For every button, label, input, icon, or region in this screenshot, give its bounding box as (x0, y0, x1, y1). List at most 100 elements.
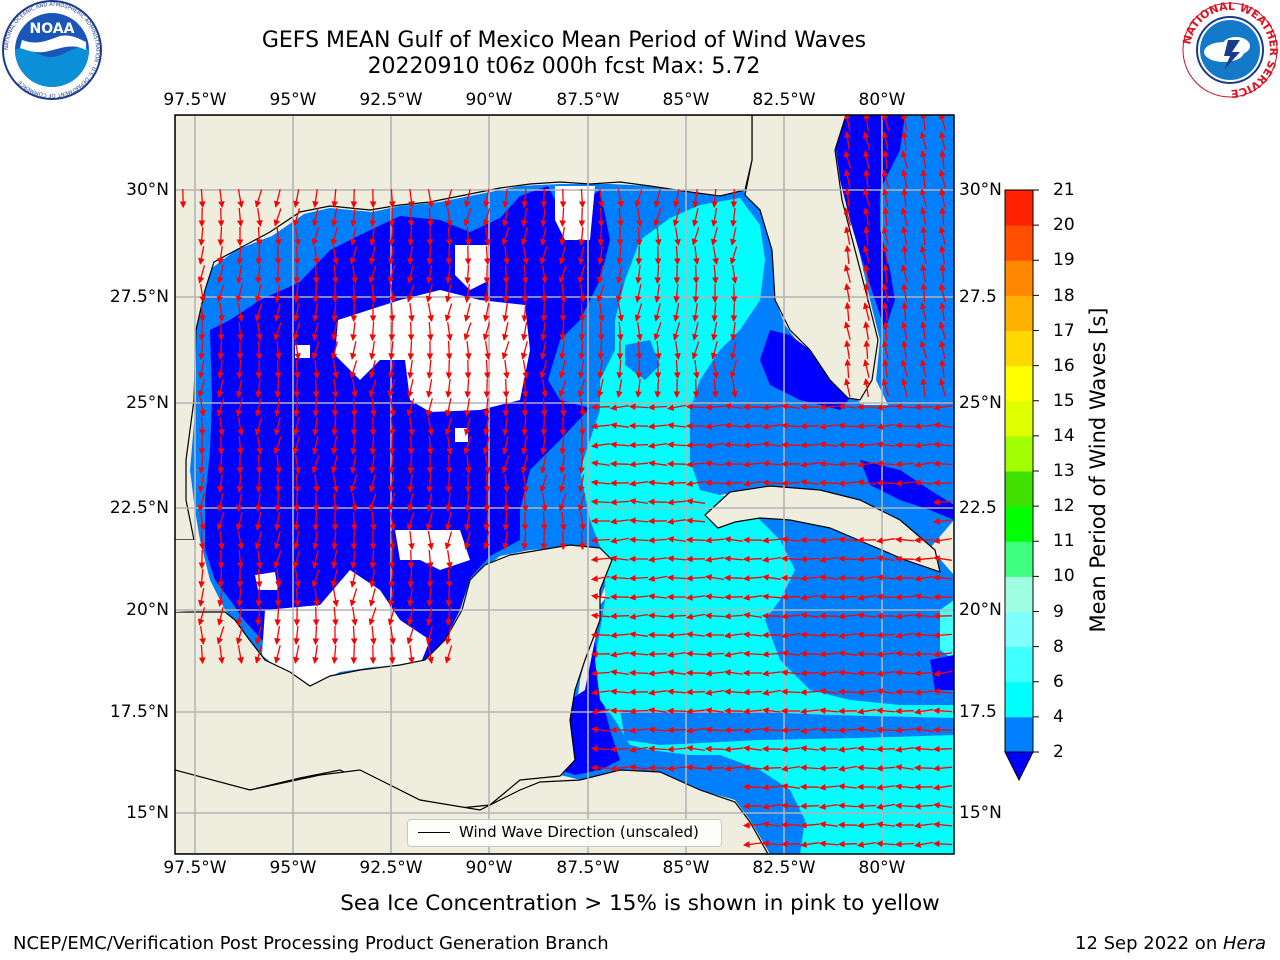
wind-arrow-head (647, 726, 655, 733)
wind-arrow-head (445, 353, 453, 361)
wind-arrow-head (609, 726, 617, 734)
wind-arrow-head (881, 226, 889, 234)
wind-arrow-head (761, 631, 769, 639)
wind-arrow-head (920, 378, 927, 385)
wind-arrow-head (875, 764, 883, 772)
wind-arrow-head (647, 631, 655, 639)
wind-arrow-head (673, 258, 681, 266)
lon-label-top: 82.5°W (752, 90, 816, 110)
wind-arrow-head (236, 353, 244, 361)
wind-arrow-head (273, 656, 281, 664)
wind-arrow-head (634, 314, 642, 322)
wind-arrow-head (685, 536, 693, 544)
wind-arrow-head (799, 669, 807, 677)
wind-arrow-head (236, 467, 244, 475)
wind-arrow-head (856, 745, 864, 752)
wind-arrow-head (711, 219, 718, 227)
wind-arrow-head (616, 239, 624, 247)
wind-arrow-head (407, 581, 415, 589)
wind-arrow-head (742, 403, 750, 411)
wind-arrow-head (730, 296, 738, 304)
wind-arrow-head (597, 334, 605, 342)
wind-arrow-head (913, 575, 922, 582)
wind-arrow-head (350, 201, 358, 209)
wind-arrow-head (369, 334, 377, 342)
wind-arrow-head (818, 479, 826, 487)
wind-arrow-head (761, 556, 770, 563)
wind-arrow-head (522, 257, 529, 265)
water-zone-darkblue-cuba-s (930, 655, 954, 690)
wind-arrow-head (856, 479, 865, 486)
wind-arrow-head (445, 619, 452, 626)
wind-arrow-head (369, 657, 377, 665)
wind-arrow-head (502, 428, 509, 437)
wind-arrow-head (388, 581, 395, 589)
wind-arrow-head (704, 556, 713, 563)
wind-arrow-head (617, 200, 624, 208)
wind-arrow-head (559, 448, 567, 456)
wind-arrow-head (692, 277, 700, 285)
wind-arrow-head (673, 200, 680, 208)
colorbar-band (1005, 541, 1033, 577)
wind-arrow-head (558, 257, 566, 265)
wind-arrow-head (685, 650, 693, 658)
wind-arrow-head (742, 536, 750, 544)
wind-arrow-head (799, 631, 807, 638)
wind-arrow-head (578, 371, 585, 379)
wind-arrow-head (882, 131, 889, 139)
wind-arrow-head (217, 504, 224, 512)
wind-arrow-head (780, 746, 788, 753)
wind-arrow-head (503, 486, 510, 493)
wind-arrow-head (293, 200, 300, 208)
wind-arrow-head (331, 638, 339, 646)
wind-arrow-head (781, 536, 788, 543)
wind-arrow-head (913, 689, 921, 696)
wind-arrow-head (198, 353, 205, 361)
wind-arrow-head (780, 479, 788, 487)
wind-arrow-head (648, 593, 655, 600)
wind-arrow-head (628, 498, 637, 505)
wind-arrow-head (914, 479, 921, 486)
lat-label-left: 20°N (126, 600, 169, 620)
wind-arrow-head (875, 670, 884, 677)
wind-arrow-head (520, 466, 528, 474)
wind-arrow-head (799, 461, 808, 468)
wind-arrow-head (369, 562, 377, 570)
wind-arrow-head (685, 688, 693, 696)
wind-arrow-head (704, 612, 712, 620)
lon-label-bottom: 90°W (465, 858, 513, 878)
wind-arrow-head (578, 353, 585, 361)
wind-arrow-head (273, 314, 281, 322)
wind-arrow-head (818, 745, 826, 753)
wind-arrow-head (932, 518, 940, 525)
wind-arrow-head (274, 505, 282, 513)
wind-arrow-head (216, 409, 224, 417)
wind-arrow-head (932, 460, 940, 468)
wind-arrow-head (895, 632, 903, 639)
wind-arrow-head (609, 612, 617, 620)
wind-arrow-head (938, 226, 946, 234)
wind-arrow-head (609, 651, 618, 658)
wind-arrow-head (521, 333, 528, 341)
wind-arrow-head (628, 536, 636, 544)
wind-arrow-head (388, 543, 396, 551)
wind-arrow-head (919, 245, 927, 253)
wind-arrow-head (558, 371, 566, 379)
wind-arrow-head (648, 556, 655, 563)
nodata-patch (255, 572, 278, 590)
wind-arrow-head (388, 257, 395, 265)
wind-arrow-head (673, 372, 681, 380)
wind-arrow-head (856, 403, 864, 411)
wind-arrow-head (179, 201, 187, 209)
wind-arrow-head (818, 707, 826, 714)
wind-arrow-head (387, 276, 395, 284)
wind-arrow-head (863, 150, 870, 158)
wind-arrow-head (692, 333, 699, 341)
wind-arrow-head (254, 542, 262, 550)
lon-label-bottom: 87.5°W (556, 858, 620, 878)
wind-arrow-head (932, 840, 940, 848)
wind-arrow-head (331, 561, 338, 569)
footer-date: 12 Sep 2022 on Hera (1075, 933, 1266, 954)
wind-arrow-head (742, 764, 750, 771)
wind-arrow-head (351, 618, 358, 627)
